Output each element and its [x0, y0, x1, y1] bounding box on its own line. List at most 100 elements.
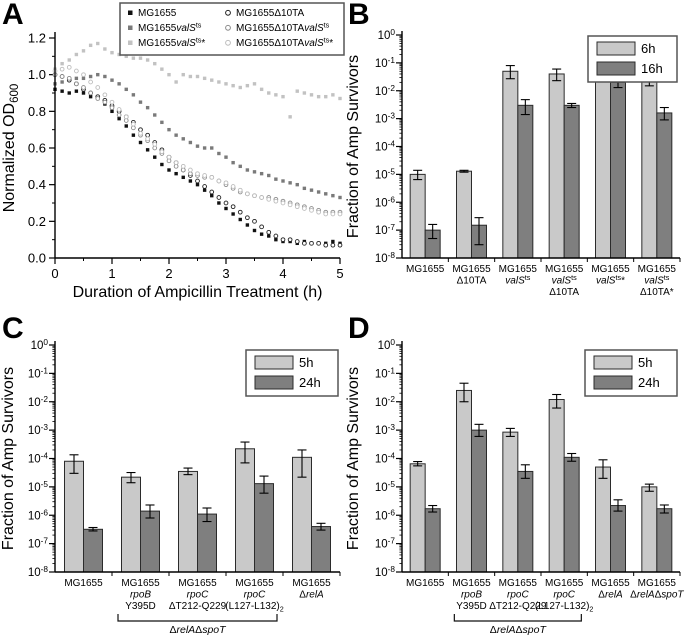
svg-text:MG1655: MG1655	[545, 578, 584, 589]
svg-text:Y395D: Y395D	[125, 601, 156, 612]
svg-text:rpoB: rpoB	[130, 590, 151, 601]
svg-text:valSts: valSts	[505, 273, 530, 287]
svg-text:10-4: 10-4	[375, 451, 396, 466]
svg-text:ΔrelAΔspoT: ΔrelAΔspoT	[490, 624, 548, 636]
svg-text:10-2: 10-2	[28, 394, 49, 409]
svg-text:MG1655valSts: MG1655valSts	[138, 21, 202, 35]
svg-text:0.2: 0.2	[28, 214, 46, 229]
svg-text:Fraction of Amp Survivors: Fraction of Amp Survivors	[345, 367, 362, 550]
svg-text:10-1: 10-1	[375, 55, 396, 70]
svg-text:rpoC: rpoC	[187, 590, 209, 601]
svg-text:MG1655: MG1655	[499, 264, 538, 275]
svg-text:24h: 24h	[299, 375, 321, 390]
svg-text:10-3: 10-3	[375, 422, 396, 437]
svg-text:MG1655: MG1655	[452, 578, 491, 589]
svg-text:10-6: 10-6	[375, 194, 396, 209]
panel-a-letter: A	[2, 0, 24, 31]
panel-b-bar-chart: 100 10-1 10-2 10-3 10-4 10-5 10-6 10-7 10-8 Fract…	[345, 27, 681, 298]
svg-text:100: 100	[378, 337, 396, 352]
svg-text:MG1655: MG1655	[452, 264, 491, 275]
svg-text:ΔrelAΔspoT: ΔrelAΔspoT	[169, 624, 227, 636]
svg-text:rpoC: rpoC	[507, 590, 529, 601]
svg-text:MG1655Δ10TAvalSts: MG1655Δ10TAvalSts	[236, 21, 330, 35]
svg-text:MG1655: MG1655	[638, 264, 677, 275]
svg-text:100: 100	[31, 337, 49, 352]
panel-c-letter: C	[2, 312, 24, 345]
svg-text:10-5: 10-5	[375, 479, 396, 494]
svg-text:1.2: 1.2	[28, 31, 46, 46]
svg-text:rpoB: rpoB	[461, 590, 482, 601]
svg-text:4: 4	[279, 266, 286, 281]
svg-text:0.4: 0.4	[28, 177, 46, 192]
svg-text:MG1655Δ10TAvalSts*: MG1655Δ10TAvalSts*	[236, 36, 333, 50]
svg-text:10-8: 10-8	[28, 564, 49, 579]
panel-d-bar-chart: 100 10-1 10-2 10-3 10-4 10-5 10-6 10-7 10-8 Fract…	[345, 337, 684, 636]
svg-text:rpoC: rpoC	[553, 590, 575, 601]
svg-text:10-4: 10-4	[28, 451, 49, 466]
panel-c-bar-chart: 100 10-1 10-2 10-3 10-4 10-5 10-6 10-7 10-8 Fract…	[0, 337, 341, 636]
svg-text:MG1655: MG1655	[235, 578, 274, 589]
svg-text:10-2: 10-2	[375, 83, 396, 98]
svg-text:ΔT212-Q229: ΔT212-Q229	[489, 601, 547, 612]
svg-text:10-3: 10-3	[28, 422, 49, 437]
svg-text:MG1655: MG1655	[64, 578, 103, 589]
svg-text:10-5: 10-5	[375, 166, 396, 181]
svg-text:rpoC: rpoC	[244, 590, 266, 601]
svg-text:MG1655: MG1655	[138, 8, 177, 19]
panel-a-scatter-chart: 0.0 0.2 0.4 0.6 0.8 1.0 1.2 0 1 2 3 4 5 Duration of A…	[1, 2, 345, 301]
svg-text:10-4: 10-4	[375, 139, 396, 154]
panel-d-letter: D	[348, 312, 370, 345]
svg-text:10-6: 10-6	[28, 507, 49, 522]
svg-text:16h: 16h	[641, 61, 663, 76]
svg-text:0.6: 0.6	[28, 141, 46, 156]
svg-text:ΔT212-Q229: ΔT212-Q229	[169, 601, 227, 612]
svg-text:MG1655: MG1655	[292, 578, 331, 589]
svg-text:10-8: 10-8	[375, 564, 396, 579]
svg-text:Δ10TA: Δ10TA	[457, 276, 487, 287]
svg-text:5: 5	[336, 266, 343, 281]
svg-text:MG1655: MG1655	[499, 578, 538, 589]
svg-text:2: 2	[165, 266, 172, 281]
svg-text:10-7: 10-7	[375, 536, 396, 551]
svg-text:ΔrelAΔspoT: ΔrelAΔspoT	[630, 590, 684, 601]
svg-text:MG1655Δ10TA: MG1655Δ10TA	[236, 8, 305, 19]
panel-b-letter: B	[348, 0, 370, 31]
svg-text:Fraction of Amp Survivors: Fraction of Amp Survivors	[345, 55, 362, 238]
svg-text:Y395D: Y395D	[456, 601, 487, 612]
svg-text:Δ10TA: Δ10TA	[549, 287, 579, 298]
svg-text:ΔrelA: ΔrelA	[598, 590, 623, 601]
svg-text:Normalized OD600: Normalized OD600	[1, 84, 21, 213]
svg-text:MG1655: MG1655	[121, 578, 160, 589]
svg-text:3: 3	[222, 266, 229, 281]
svg-text:5h: 5h	[299, 355, 313, 370]
svg-text:24h: 24h	[638, 375, 660, 390]
svg-text:MG1655: MG1655	[406, 578, 445, 589]
svg-text:MG1655: MG1655	[178, 578, 217, 589]
svg-text:MG1655: MG1655	[591, 264, 630, 275]
svg-text:100: 100	[378, 27, 396, 42]
svg-text:valSts: valSts	[644, 273, 669, 287]
svg-text:10-7: 10-7	[375, 222, 396, 237]
svg-text:5h: 5h	[638, 355, 652, 370]
svg-text:(L127-L132)2: (L127-L132)2	[225, 601, 283, 613]
svg-text:valSts*: valSts*	[596, 273, 625, 287]
svg-text:10-1: 10-1	[375, 365, 396, 380]
svg-text:10-3: 10-3	[375, 111, 396, 126]
svg-text:Fraction of Amp Survivors: Fraction of Amp Survivors	[0, 367, 17, 550]
svg-text:6h: 6h	[641, 41, 655, 56]
svg-text:MG1655: MG1655	[591, 578, 630, 589]
svg-text:0.0: 0.0	[28, 251, 46, 266]
svg-text:10-5: 10-5	[28, 479, 49, 494]
svg-text:(L127-L132)2: (L127-L132)2	[535, 601, 593, 613]
svg-text:10-2: 10-2	[375, 394, 396, 409]
svg-text:10-8: 10-8	[375, 250, 396, 265]
svg-text:Duration of Ampicillin Treatme: Duration of Ampicillin Treatment (h)	[73, 284, 323, 301]
svg-text:MG1655: MG1655	[638, 578, 677, 589]
svg-text:0: 0	[51, 266, 58, 281]
svg-text:MG1655: MG1655	[545, 264, 584, 275]
svg-text:Δ10TA*: Δ10TA*	[640, 287, 674, 298]
svg-text:10-1: 10-1	[28, 365, 49, 380]
svg-text:0.8: 0.8	[28, 104, 46, 119]
svg-text:10-7: 10-7	[28, 536, 49, 551]
